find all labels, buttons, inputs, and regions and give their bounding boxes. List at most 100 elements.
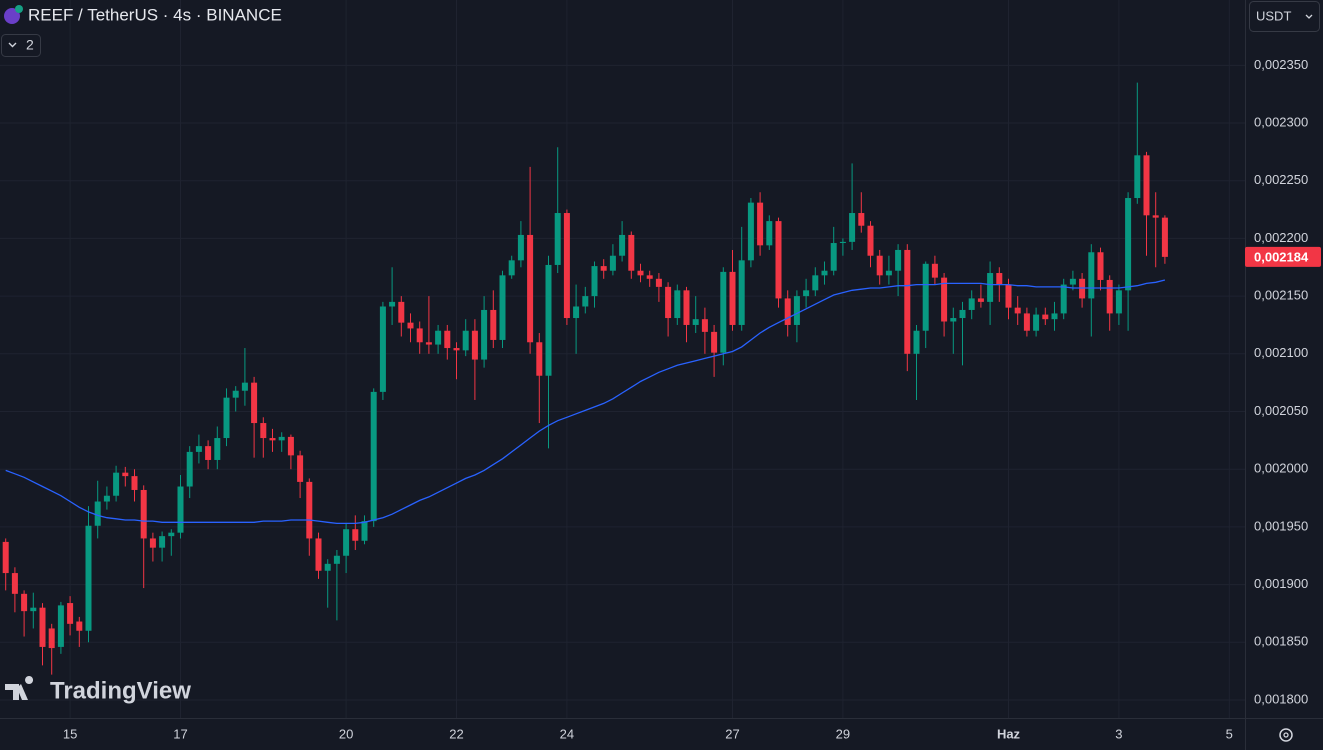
candle-body [251,382,258,424]
candle-body [241,382,248,391]
candle-body [1134,155,1141,199]
candle-body [609,255,616,271]
y-tick-label: 0,002250 [1254,172,1308,187]
candle-body [738,260,745,325]
settings-icon[interactable] [1279,728,1293,742]
candle-body [563,213,570,319]
candle-body [1143,155,1150,216]
candle-body [1115,290,1122,314]
candle-body [665,286,672,319]
candle-body [941,277,948,322]
candle-body [1014,307,1021,314]
candle-body [177,486,184,533]
candle-body [297,455,304,482]
candle-body [885,270,892,276]
candle-body [94,501,101,526]
chart-title: REEF / TetherUS · 4s · BINANCE [28,5,282,24]
candle-body [793,296,800,325]
candle-body [674,290,681,319]
candle-body [692,319,699,325]
candle-body [306,481,313,539]
candle-body [1152,215,1159,218]
y-tick-label: 0,002300 [1254,114,1308,129]
x-tick-label: 29 [836,726,850,741]
candle-body [379,306,386,392]
candle-body [931,263,938,278]
x-tick-label: 5 [1226,726,1233,741]
last-price-label: 0,002184 [1254,249,1309,264]
y-tick-label: 0,002200 [1254,230,1308,245]
candle-body [1125,198,1132,291]
candle-body [711,331,718,353]
candle-body [269,438,276,441]
indicator-toggle[interactable] [1,34,41,57]
marks [2,82,1168,675]
candle-body [646,275,653,279]
candle-body [232,390,239,398]
candle-body [361,521,368,541]
candle-body [352,529,359,541]
y-tick-label: 0,002350 [1254,57,1308,72]
candle-body [849,213,856,242]
candle-body [600,266,607,271]
y-tick-label: 0,001900 [1254,576,1308,591]
x-tick-label: 17 [173,726,187,741]
candle-body [2,541,9,574]
candle-body [582,296,589,307]
candle-body [784,298,791,325]
candle-body [904,249,911,354]
candle-body [757,202,764,246]
candle-body [1060,284,1067,314]
chevron-icon [8,42,17,48]
x-tick-label: 22 [449,726,463,741]
candle-body [1033,314,1040,331]
candle-body [214,438,221,460]
currency-select[interactable] [1249,1,1320,32]
candle-body [416,328,423,343]
settings-icon-center [1283,732,1289,738]
y-tick-label: 0,002050 [1254,403,1308,418]
x-tick-label: 15 [63,726,77,741]
candle-body [830,243,837,271]
candle-body [30,607,37,612]
candle-body [67,603,74,624]
grid [0,0,1245,718]
symbol-icon [4,8,20,24]
candle-body [1106,279,1113,314]
candle-body [968,298,975,310]
candle-body [895,249,902,271]
candle-body [747,202,754,261]
candle-body [775,221,782,299]
moving-average-line [5,279,1166,525]
candle-body [223,397,230,439]
candle-body [517,234,524,261]
currency-label: USDT [1256,8,1291,23]
candle-body [57,605,64,647]
candle-body [122,472,129,477]
candle-body [554,213,561,265]
candle-body [1069,278,1076,285]
x-tick-label: 20 [339,726,353,741]
candle-body [573,306,580,319]
candle-body [490,309,497,340]
x-tick-label: 24 [560,726,574,741]
candle-body [655,278,662,287]
y-tick-label: 0,001800 [1254,691,1308,706]
candle-body [260,423,267,439]
candle-body [499,275,506,340]
candle-body [159,536,166,548]
candle-body [839,241,846,244]
candle-body [21,593,28,612]
candle-body [343,529,350,556]
y-tick-label: 0,002150 [1254,288,1308,303]
candle-body [462,330,469,351]
chevron-icon [1305,14,1313,19]
candle-body [435,330,442,345]
candle-body [1023,313,1030,331]
candle-body [407,322,414,329]
candle-body [527,234,534,343]
y-tick-label: 0,001950 [1254,518,1308,533]
candle-body [425,342,432,345]
